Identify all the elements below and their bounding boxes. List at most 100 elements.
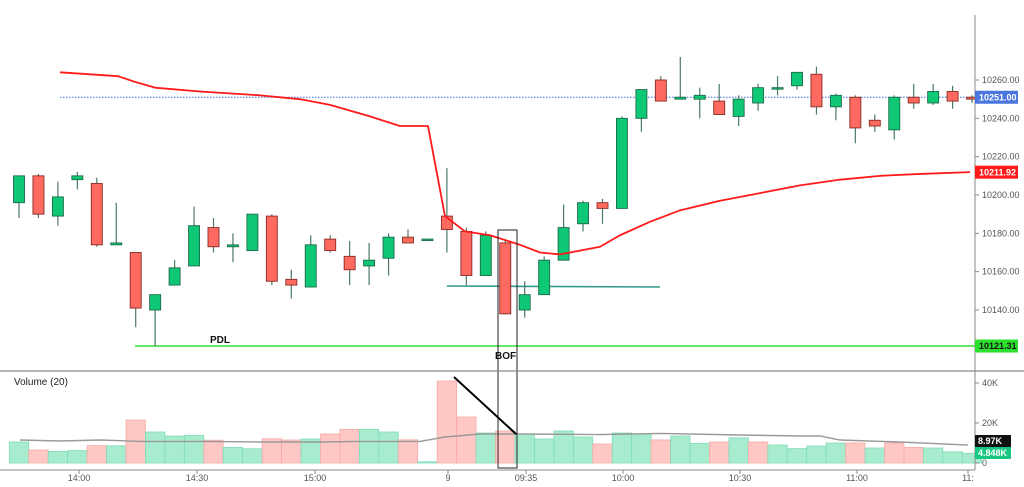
volume-bar[interactable] — [689, 442, 710, 464]
volume-bar[interactable] — [845, 442, 866, 464]
candle[interactable] — [479, 231, 492, 276]
moving-average-line[interactable] — [59, 71, 971, 256]
volume-bar[interactable] — [242, 448, 263, 464]
volume-bar[interactable] — [417, 461, 438, 464]
volume-bar[interactable] — [378, 431, 399, 464]
volume-bar[interactable] — [28, 449, 49, 464]
candle[interactable] — [363, 242, 376, 286]
candle[interactable] — [207, 218, 220, 253]
candle[interactable] — [693, 87, 706, 119]
volume-bar[interactable] — [572, 436, 594, 464]
candle[interactable] — [752, 83, 765, 111]
volume-bar[interactable] — [145, 431, 166, 464]
volume-bar[interactable] — [339, 428, 360, 464]
volume-bar[interactable] — [67, 450, 88, 464]
volume-bar[interactable] — [670, 435, 691, 464]
bof-level-line[interactable] — [446, 285, 661, 288]
volume-bar[interactable] — [222, 446, 244, 464]
candle[interactable] — [557, 204, 570, 261]
candle[interactable] — [771, 76, 784, 96]
candle[interactable] — [577, 200, 589, 232]
volume-bar[interactable] — [553, 430, 574, 464]
volume-bar[interactable] — [8, 441, 30, 464]
volume-bar[interactable] — [183, 434, 205, 464]
volume-pane[interactable] — [8, 380, 983, 464]
candle[interactable] — [499, 239, 512, 315]
candle[interactable] — [324, 235, 337, 253]
volume-bar[interactable] — [514, 433, 535, 464]
candle[interactable] — [285, 269, 298, 299]
volume-bar[interactable] — [767, 444, 788, 464]
candle[interactable] — [635, 89, 648, 132]
candle[interactable] — [946, 85, 959, 109]
volume-bar[interactable] — [748, 441, 769, 464]
volume-bar[interactable] — [709, 441, 730, 464]
candle[interactable] — [927, 83, 940, 105]
volume-bar[interactable] — [728, 437, 749, 464]
candle[interactable] — [674, 56, 687, 100]
candle[interactable] — [888, 95, 901, 140]
volume-bar[interactable] — [203, 439, 224, 464]
candle[interactable] — [90, 177, 103, 247]
candle[interactable] — [538, 256, 551, 296]
candle[interactable] — [732, 95, 745, 127]
volume-bar[interactable] — [631, 433, 652, 464]
candle[interactable] — [421, 238, 434, 242]
candle[interactable] — [402, 229, 414, 244]
volume-bar[interactable] — [825, 442, 847, 464]
candle[interactable] — [129, 252, 142, 328]
candle[interactable] — [343, 241, 356, 286]
volume-bar[interactable] — [456, 416, 477, 464]
volume-bar[interactable] — [884, 442, 905, 464]
volume-bar[interactable] — [47, 450, 69, 464]
candle[interactable] — [849, 95, 862, 144]
candle[interactable] — [868, 114, 881, 132]
candle[interactable] — [168, 260, 181, 286]
volume-bar[interactable] — [534, 438, 555, 464]
volume-bar[interactable] — [397, 439, 419, 464]
candle[interactable] — [596, 198, 609, 224]
candle[interactable] — [810, 66, 823, 115]
volume-bar[interactable] — [864, 447, 885, 464]
candle[interactable] — [907, 83, 920, 109]
candle[interactable] — [791, 71, 803, 90]
candle[interactable] — [616, 116, 628, 209]
volume-bar[interactable] — [358, 428, 380, 464]
volume-bar[interactable] — [650, 439, 671, 464]
candle[interactable] — [518, 281, 531, 318]
candle[interactable] — [188, 206, 201, 267]
volume-bar[interactable] — [611, 432, 633, 464]
volume-bar[interactable] — [942, 451, 963, 464]
volume-bar[interactable] — [86, 445, 107, 464]
candle[interactable] — [829, 93, 842, 121]
candle[interactable] — [226, 233, 239, 263]
volume-bar[interactable] — [903, 446, 924, 464]
volume-trend-line[interactable] — [453, 376, 517, 435]
volume-bar[interactable] — [436, 380, 458, 464]
price-pane[interactable] — [13, 56, 978, 347]
volume-bar[interactable] — [592, 443, 613, 464]
candle[interactable] — [265, 214, 278, 286]
candle[interactable] — [713, 83, 726, 115]
candle[interactable] — [382, 233, 395, 276]
volume-bar[interactable] — [281, 439, 302, 464]
candle[interactable] — [13, 175, 25, 219]
candle[interactable] — [149, 294, 162, 347]
bof-highlight-box[interactable] — [497, 229, 518, 469]
candle[interactable] — [71, 172, 84, 190]
candle[interactable] — [654, 76, 667, 102]
candle[interactable] — [32, 173, 45, 219]
candle[interactable] — [110, 202, 123, 246]
volume-bar[interactable] — [806, 445, 827, 464]
volume-bar[interactable] — [786, 448, 808, 464]
volume-bar[interactable] — [106, 445, 127, 464]
volume-bar[interactable] — [320, 433, 341, 464]
candle[interactable] — [304, 235, 317, 288]
volume-bar[interactable] — [164, 435, 185, 464]
candle[interactable] — [460, 227, 473, 286]
volume-bar[interactable] — [923, 447, 944, 464]
candle[interactable] — [51, 181, 64, 226]
candle[interactable] — [246, 213, 259, 252]
volume-bar[interactable] — [475, 432, 496, 464]
